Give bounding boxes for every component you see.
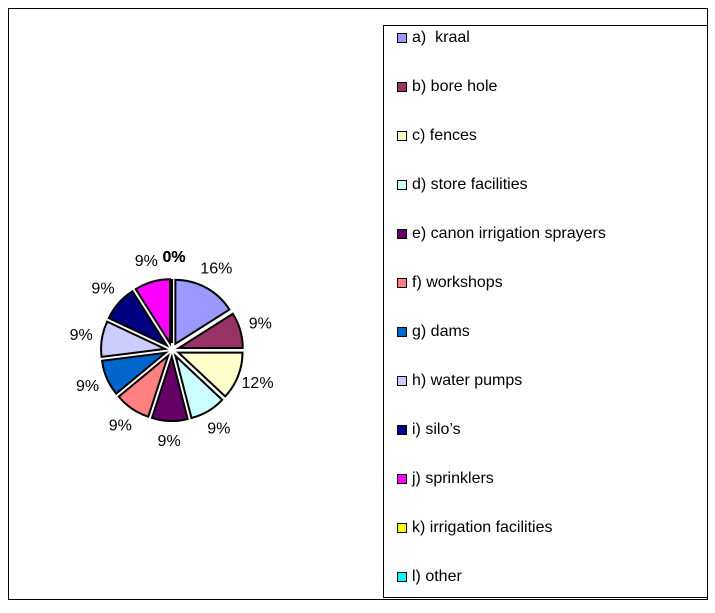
legend-swatch bbox=[397, 180, 407, 190]
data-label: 9% bbox=[158, 433, 181, 450]
legend-label: b) bore hole bbox=[412, 78, 497, 95]
pie-slice bbox=[117, 352, 171, 418]
legend-label: h) water pumps bbox=[412, 372, 522, 389]
legend-label: f) workshops bbox=[412, 274, 503, 291]
data-label: 0% bbox=[162, 249, 185, 266]
legend-swatch bbox=[397, 82, 407, 92]
pie-slice bbox=[174, 278, 231, 346]
data-label: 9% bbox=[249, 316, 272, 333]
data-label: 12% bbox=[242, 375, 274, 392]
data-label: 9% bbox=[91, 280, 114, 297]
data-label: 9% bbox=[76, 378, 99, 395]
legend-label: k) irrigation facilities bbox=[412, 519, 552, 536]
legend-swatch bbox=[397, 327, 407, 337]
legend-swatch bbox=[397, 572, 407, 582]
legend-box bbox=[383, 25, 708, 598]
legend-label: j) sprinklers bbox=[411, 470, 494, 487]
legend-label: l) other bbox=[412, 568, 462, 585]
legend-swatch bbox=[397, 425, 407, 435]
pie-slice bbox=[175, 312, 244, 350]
legend-swatch bbox=[397, 131, 407, 141]
data-label: 0% bbox=[162, 249, 185, 266]
legend-label: e) canon irrigation sprayers bbox=[412, 225, 606, 242]
data-label: 9% bbox=[109, 417, 132, 434]
legend-label: c) fences bbox=[412, 127, 477, 144]
data-label: 9% bbox=[70, 327, 93, 344]
pie-slice bbox=[100, 351, 169, 395]
pie-slice bbox=[150, 353, 189, 422]
data-label: 9% bbox=[207, 420, 230, 437]
legend-label: g) dams bbox=[412, 323, 470, 340]
data-label: 16% bbox=[200, 261, 232, 278]
pie-slice bbox=[173, 352, 224, 420]
legend-label: i) silo’s bbox=[412, 421, 461, 438]
pie-slice bbox=[175, 351, 244, 398]
legend-label: d) store facilities bbox=[412, 176, 528, 193]
legend-swatch bbox=[397, 474, 407, 484]
pie-slice bbox=[107, 289, 170, 348]
legend-swatch bbox=[397, 229, 407, 239]
pie-slice bbox=[100, 320, 169, 359]
data-label: 9% bbox=[135, 253, 158, 270]
pie-slice bbox=[134, 278, 172, 347]
legend-label: a) kraal bbox=[412, 29, 470, 46]
legend-swatch bbox=[397, 376, 407, 386]
legend-swatch bbox=[397, 523, 407, 533]
legend-swatch bbox=[397, 278, 407, 288]
legend-swatch bbox=[397, 33, 407, 43]
